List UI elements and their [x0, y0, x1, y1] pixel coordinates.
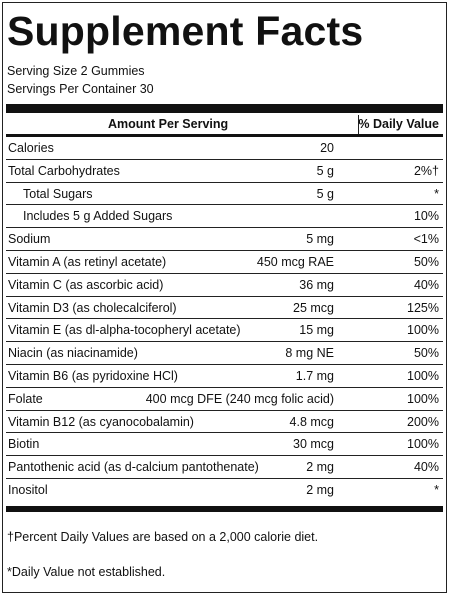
nutrient-amount: 5 mg [306, 232, 334, 247]
nutrient-name: Total Carbohydrates [8, 163, 120, 178]
nutrient-name: Folate [8, 391, 43, 406]
nutrient-amount: 4.8 mcg [289, 414, 334, 429]
nutrient-name: Total Sugars [23, 186, 93, 201]
nutrient-daily-value: * [434, 186, 439, 201]
nutrient-name: Biotin [8, 437, 40, 452]
header-column-divider [358, 115, 359, 135]
header-daily-value: % Daily Value [358, 117, 439, 131]
table-row: Vitamin E (as dl-alpha-tocopheryl acetat… [6, 319, 443, 343]
footnote-percent-daily-value: †Percent Daily Values are based on a 2,0… [7, 530, 319, 544]
table-row: Calories 20 [6, 137, 443, 160]
thick-divider-bottom [6, 506, 443, 512]
footnote-not-established: *Daily Value not established. [7, 565, 166, 579]
nutrient-daily-value: 40% [413, 460, 439, 475]
table-row: Inositol 2 mg * [6, 479, 443, 502]
servings-per-container: Servings Per Container 30 [7, 82, 154, 96]
table-row: Vitamin B6 (as pyridoxine HCl) 1.7 mg 10… [6, 365, 443, 388]
serving-size: Serving Size 2 Gummies [7, 64, 145, 78]
nutrient-amount: 450 mcg RAE [256, 254, 334, 269]
table-row: Vitamin A (as retinyl acetate) 450 mcg R… [6, 251, 443, 274]
table-row: Biotin 30 mcg 100% [6, 433, 443, 457]
nutrient-amount: 20 [320, 141, 334, 155]
nutrient-name: Niacin (as niacinamide) [8, 346, 138, 361]
table-row: Total Sugars 5 g * [6, 183, 443, 206]
nutrient-name: Inositol [8, 482, 48, 497]
table-header: Amount Per Serving % Daily Value [6, 115, 443, 135]
header-divider [6, 134, 443, 137]
table-row: Sodium 5 mg <1% [6, 228, 443, 251]
table-row: Vitamin B12 (as cyanocobalamin) 4.8 mcg … [6, 411, 443, 434]
nutrient-daily-value: 10% [413, 209, 439, 224]
nutrient-daily-value: 200% [407, 414, 439, 429]
nutrient-amount: 1.7 mg [295, 368, 334, 383]
table-row: Folate 400 mcg DFE (240 mcg folic acid) … [6, 388, 443, 411]
nutrient-daily-value: * [434, 482, 439, 497]
nutrient-name: Vitamin C (as ascorbic acid) [8, 277, 164, 292]
table-row: Vitamin D3 (as cholecalciferol) 25 mcg 1… [6, 297, 443, 320]
nutrient-amount: 2 mg [306, 482, 334, 497]
nutrient-name: Sodium [8, 232, 51, 247]
panel-title: Supplement Facts [7, 8, 364, 54]
thick-divider-top [6, 104, 443, 113]
nutrient-daily-value: 100% [407, 368, 439, 383]
nutrient-daily-value: 50% [413, 254, 439, 269]
table-row: Total Carbohydrates 5 g 2%† [6, 160, 443, 183]
nutrient-name: Vitamin B12 (as cyanocobalamin) [8, 414, 194, 429]
nutrient-daily-value: 100% [407, 323, 439, 338]
table-row: Pantothenic acid (as d-calcium pantothen… [6, 456, 443, 479]
nutrient-daily-value: 125% [407, 300, 439, 315]
table-row: Niacin (as niacinamide) 8 mg NE 50% [6, 342, 443, 365]
nutrient-name: Vitamin A (as retinyl acetate) [8, 254, 167, 269]
nutrient-daily-value: 40% [413, 277, 439, 292]
nutrient-amount: 8 mg NE [285, 346, 334, 361]
nutrient-daily-value: 100% [407, 391, 439, 406]
nutrient-amount: 15 mg [299, 323, 334, 338]
nutrient-daily-value: 50% [413, 346, 439, 361]
supplement-facts-panel: Supplement Facts Serving Size 2 Gummies … [2, 2, 447, 593]
nutrient-name: Vitamin E (as dl-alpha-tocopheryl acetat… [8, 323, 241, 338]
nutrient-daily-value: 2%† [413, 163, 439, 178]
nutrient-amount: 25 mcg [293, 300, 334, 315]
nutrient-table: Calories 20 Total Carbohydrates 5 g 2%† … [6, 137, 443, 502]
nutrient-daily-value: 100% [407, 437, 439, 452]
header-amount-per-serving: Amount Per Serving [108, 117, 229, 131]
nutrient-amount: 5 g [316, 163, 334, 178]
nutrient-name: Pantothenic acid (as d-calcium pantothen… [8, 460, 259, 475]
nutrient-amount: 5 g [316, 186, 334, 201]
nutrient-name: Vitamin D3 (as cholecalciferol) [8, 300, 177, 315]
nutrient-name: Calories [8, 141, 54, 155]
nutrient-amount: 36 mg [299, 277, 334, 292]
nutrient-name: Includes 5 g Added Sugars [23, 209, 173, 224]
nutrient-name: Vitamin B6 (as pyridoxine HCl) [8, 368, 178, 383]
nutrient-amount: 400 mcg DFE (240 mcg folic acid) [145, 391, 334, 406]
table-row: Includes 5 g Added Sugars 10% [6, 205, 443, 229]
nutrient-amount: 30 mcg [293, 437, 334, 452]
nutrient-daily-value: <1% [413, 232, 439, 247]
nutrient-amount: 2 mg [306, 460, 334, 475]
table-row: Vitamin C (as ascorbic acid) 36 mg 40% [6, 274, 443, 297]
